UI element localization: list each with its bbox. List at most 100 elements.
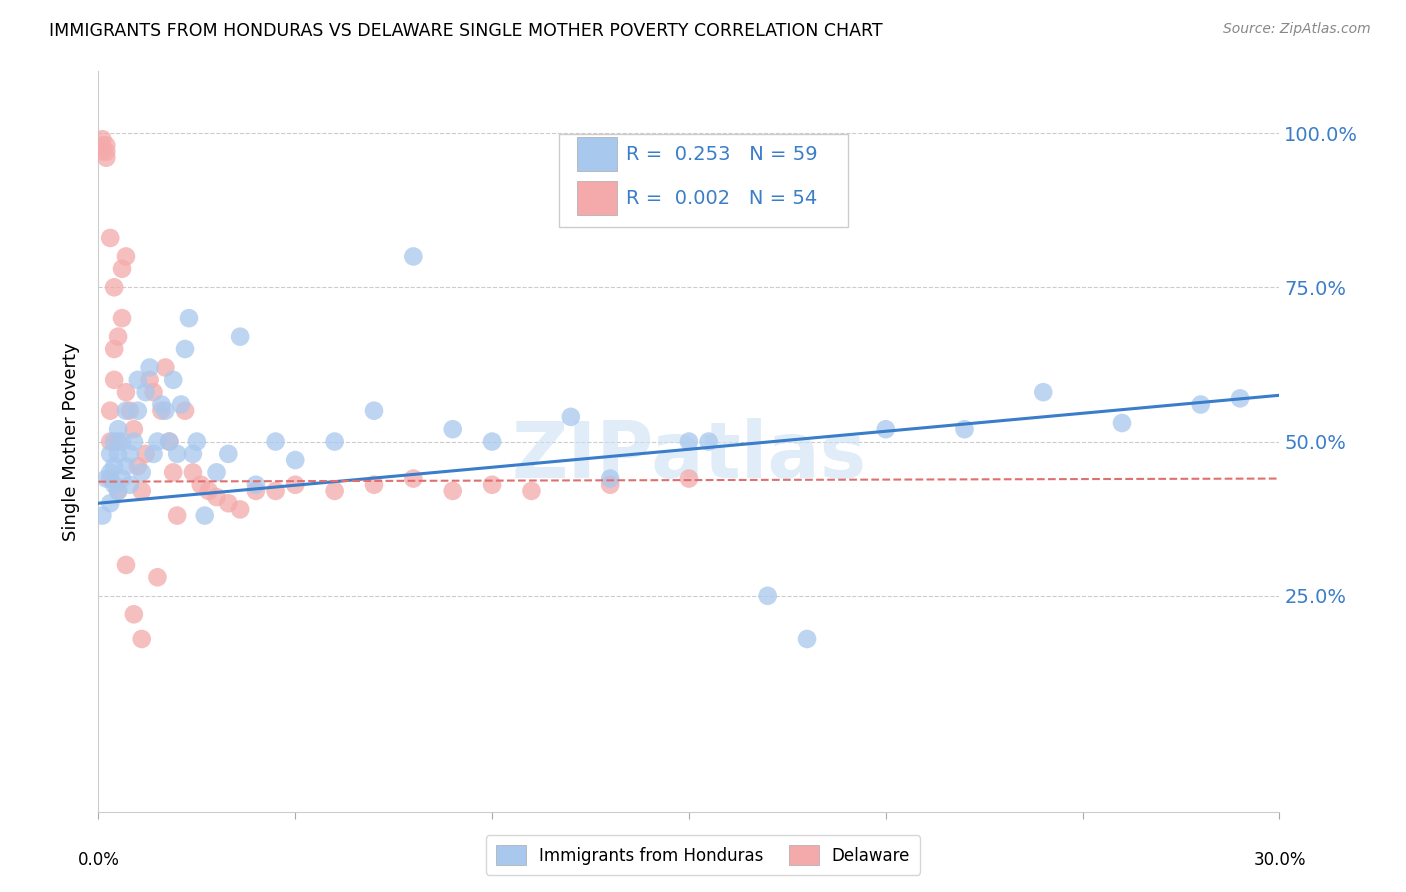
Point [245, 477, 267, 491]
Point [205, 490, 228, 504]
Point [1189, 398, 1212, 412]
Point [98, 466, 121, 480]
Point [162, 373, 184, 387]
Point [1111, 416, 1133, 430]
Point [481, 434, 503, 449]
Point [91, 145, 114, 159]
Y-axis label: Single Mother Poverty: Single Mother Poverty [62, 343, 80, 541]
Point [599, 472, 621, 486]
Point [174, 342, 197, 356]
Point [138, 360, 160, 375]
Point [91, 132, 114, 146]
Text: 0.0%: 0.0% [77, 851, 120, 869]
Point [697, 434, 720, 449]
Text: 30.0%: 30.0% [1253, 851, 1306, 869]
Point [127, 403, 149, 417]
Point [155, 403, 177, 417]
Point [520, 483, 543, 498]
Point [103, 434, 125, 449]
Point [122, 422, 145, 436]
Point [157, 434, 180, 449]
Point [678, 472, 700, 486]
Point [363, 403, 385, 417]
Point [166, 508, 188, 523]
Point [127, 459, 149, 474]
Point [678, 434, 700, 449]
Point [118, 477, 141, 491]
Point [115, 459, 138, 474]
Point [181, 447, 204, 461]
Point [131, 632, 153, 646]
Point [107, 329, 129, 343]
Point [98, 231, 121, 245]
Point [756, 589, 779, 603]
Point [115, 250, 138, 264]
Point [138, 373, 160, 387]
Text: R =  0.002   N = 54: R = 0.002 N = 54 [626, 189, 818, 209]
Point [107, 422, 129, 436]
Point [441, 483, 464, 498]
Point [796, 632, 818, 646]
Point [131, 483, 153, 498]
Point [245, 483, 267, 498]
Point [481, 477, 503, 491]
Point [174, 403, 197, 417]
Point [111, 311, 134, 326]
Point [284, 477, 307, 491]
Point [181, 466, 204, 480]
Point [91, 138, 114, 153]
Point [363, 477, 385, 491]
Point [229, 502, 252, 516]
Point [103, 280, 125, 294]
Text: R =  0.253   N = 59: R = 0.253 N = 59 [626, 145, 818, 164]
Point [118, 447, 141, 461]
Text: IMMIGRANTS FROM HONDURAS VS DELAWARE SINGLE MOTHER POVERTY CORRELATION CHART: IMMIGRANTS FROM HONDURAS VS DELAWARE SIN… [49, 22, 883, 40]
Point [217, 496, 239, 510]
Point [953, 422, 976, 436]
Point [190, 477, 212, 491]
Point [264, 434, 287, 449]
Point [150, 403, 173, 417]
Point [127, 373, 149, 387]
Point [441, 422, 464, 436]
Point [217, 447, 239, 461]
Point [103, 342, 125, 356]
Legend: Immigrants from Honduras, Delaware: Immigrants from Honduras, Delaware [486, 836, 920, 875]
Point [111, 261, 134, 276]
FancyBboxPatch shape [576, 136, 617, 171]
Point [96, 138, 118, 153]
Point [98, 434, 121, 449]
Point [1229, 392, 1251, 406]
Point [284, 453, 307, 467]
Point [115, 558, 138, 572]
Point [107, 447, 129, 461]
Point [103, 477, 125, 491]
Point [91, 508, 114, 523]
Point [323, 434, 346, 449]
Point [197, 483, 219, 498]
Point [150, 398, 173, 412]
Point [118, 403, 141, 417]
Point [146, 434, 169, 449]
Point [194, 508, 217, 523]
Point [142, 447, 165, 461]
Text: Source: ZipAtlas.com: Source: ZipAtlas.com [1223, 22, 1371, 37]
Point [98, 447, 121, 461]
Point [229, 329, 252, 343]
Text: ZIPatlas: ZIPatlas [512, 418, 866, 494]
Point [111, 472, 134, 486]
Point [1032, 385, 1054, 400]
Point [142, 385, 165, 400]
Point [162, 466, 184, 480]
Point [177, 311, 200, 326]
Point [107, 483, 129, 498]
FancyBboxPatch shape [576, 181, 617, 215]
Point [146, 570, 169, 584]
Point [157, 434, 180, 449]
Point [155, 360, 177, 375]
Point [98, 496, 121, 510]
Point [96, 472, 118, 486]
Point [166, 447, 188, 461]
Point [186, 434, 208, 449]
Point [135, 447, 157, 461]
